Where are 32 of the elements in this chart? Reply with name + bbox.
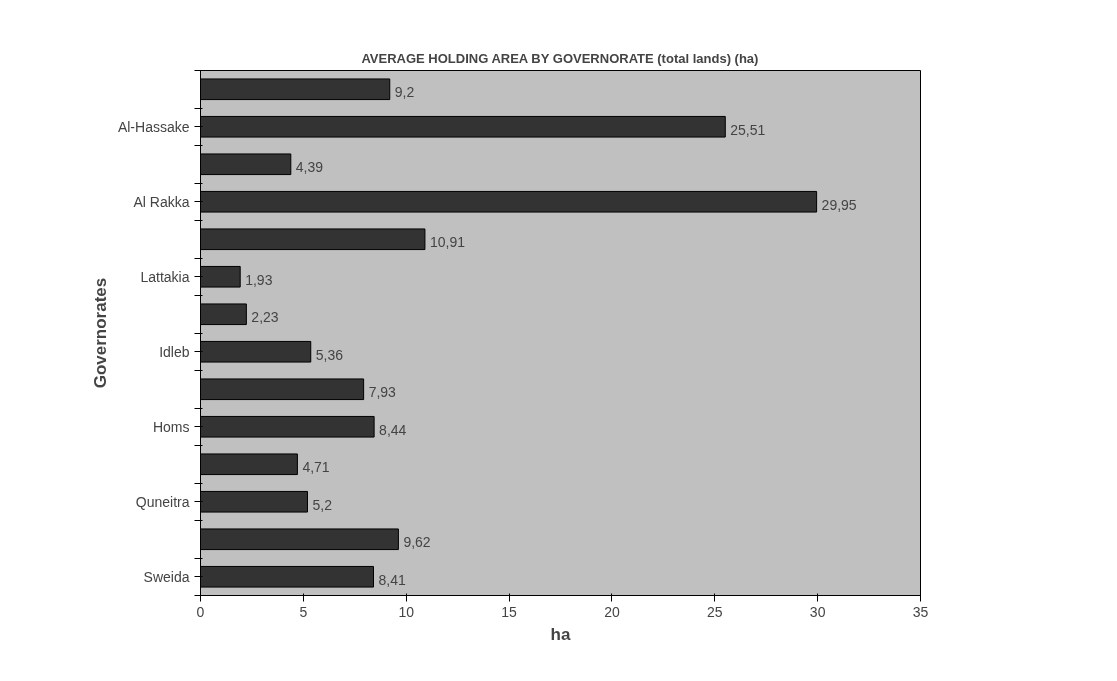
x-tick-label: 5 [299, 603, 308, 620]
y-axis-title: Governorates [90, 277, 110, 389]
x-axis-title: ha [550, 624, 571, 644]
data-label: 10,91 [429, 234, 466, 251]
y-tick-label: Sweida [143, 568, 190, 585]
data-label: 1,93 [245, 271, 273, 288]
data-label: 2,23 [251, 309, 279, 326]
data-label: 4,71 [302, 459, 330, 476]
x-tick-label: 30 [809, 603, 826, 620]
data-label: 8,41 [378, 571, 406, 588]
y-tick-label: Idleb [159, 343, 190, 360]
data-label: 29,95 [821, 196, 857, 213]
x-tick-label: 10 [398, 603, 415, 620]
y-tick-label: Al Rakka [133, 193, 190, 210]
data-label: 9,62 [403, 534, 431, 551]
y-tick-label: Homs [152, 418, 190, 435]
chart-title: AVERAGE HOLDING AREA BY GOVERNORATE (total lands) (ha) [361, 50, 759, 66]
data-label: 5,2 [312, 496, 333, 513]
data-label: 7,93 [368, 384, 397, 401]
y-tick-label: Lattakia [140, 268, 190, 285]
data-label: 8,44 [379, 421, 407, 438]
data-label: 4,39 [295, 159, 324, 176]
x-tick-label: 35 [912, 603, 929, 620]
y-tick-label: Al-Hassake [117, 118, 190, 135]
data-label: 9,2 [394, 84, 415, 101]
x-tick-label: 15 [501, 603, 518, 620]
y-tick-label: Quneitra [135, 493, 190, 510]
data-label: 5,36 [315, 346, 344, 363]
x-tick-label: 20 [604, 603, 620, 620]
x-tick-label: 0 [196, 603, 205, 620]
x-tick-label: 25 [707, 603, 723, 620]
data-label: 25,51 [730, 121, 766, 138]
